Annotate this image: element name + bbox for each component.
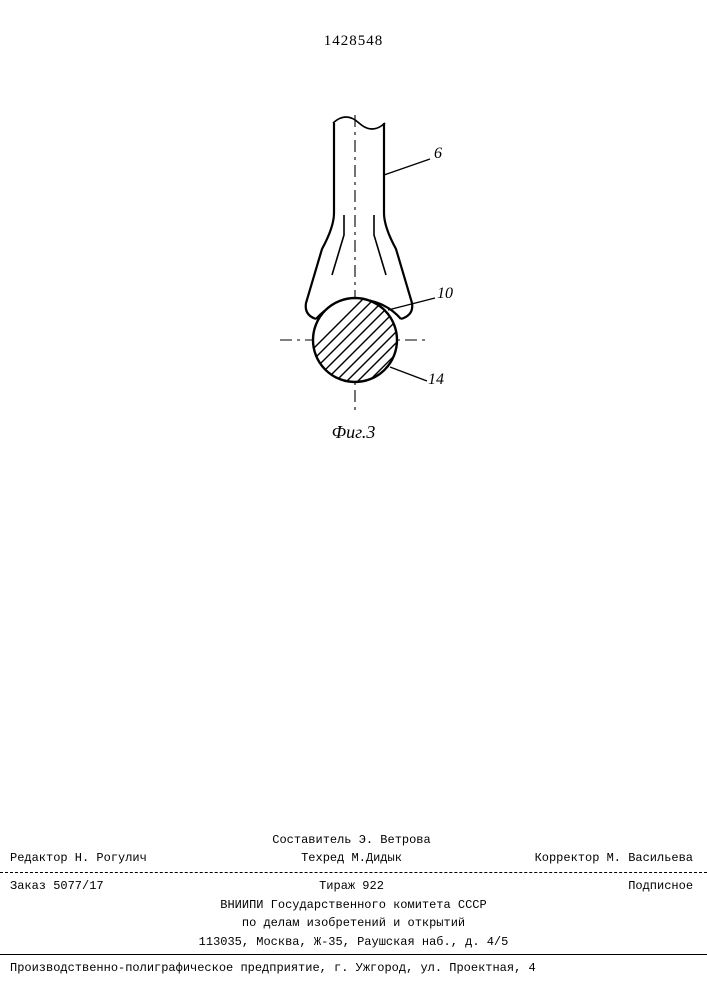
lead-14	[390, 367, 427, 381]
print-row: Заказ 5077/17 Тираж 922 Подписное	[0, 877, 707, 896]
document-number: 1428548	[0, 33, 707, 50]
dash-rule-1	[0, 872, 707, 873]
credit-editor: Редактор Н. Рогулич	[10, 849, 238, 868]
fork-inner-left	[332, 215, 344, 275]
patent-page: 1428548	[0, 0, 707, 1000]
stem	[306, 117, 413, 319]
print-run: Тираж 922	[238, 877, 466, 896]
solid-rule	[0, 954, 707, 955]
label-6: 6	[434, 145, 442, 163]
issuer-line-1: ВНИИПИ Государственного комитета СССР	[0, 896, 707, 915]
issuer-line-2: по делам изобретений и открытий	[0, 914, 707, 933]
credits-row-1: Составитель Э. Ветрова	[0, 831, 707, 850]
stem-right	[384, 123, 412, 319]
subscription: Подписное	[465, 877, 693, 896]
label-14: 14	[428, 371, 444, 389]
printer-line: Производственно-полиграфическое предприя…	[0, 959, 707, 978]
colophon: Составитель Э. Ветрова Редактор Н. Рогул…	[0, 831, 707, 1000]
fork-inner-right	[374, 215, 386, 275]
stem-left	[306, 123, 334, 319]
lead-6	[384, 159, 430, 175]
figure-caption: Фиг.3	[0, 422, 707, 443]
break-top	[333, 117, 385, 129]
order-number: Заказ 5077/17	[10, 877, 238, 896]
credit-compiler: Составитель Э. Ветрова	[238, 831, 466, 850]
bottom-padding	[0, 978, 707, 1000]
credit-empty-right	[465, 831, 693, 850]
credit-empty-left	[10, 831, 238, 850]
label-10: 10	[437, 285, 453, 303]
credit-techred: Техред М.Дидык	[238, 849, 466, 868]
figure-3: 6 10 14	[230, 105, 480, 445]
credit-corrector: Корректор М. Васильева	[465, 849, 693, 868]
issuer-line-3: 113035, Москва, Ж-35, Раушская наб., д. …	[0, 933, 707, 952]
credits-row-2: Редактор Н. Рогулич Техред М.Дидык Корре…	[0, 849, 707, 868]
